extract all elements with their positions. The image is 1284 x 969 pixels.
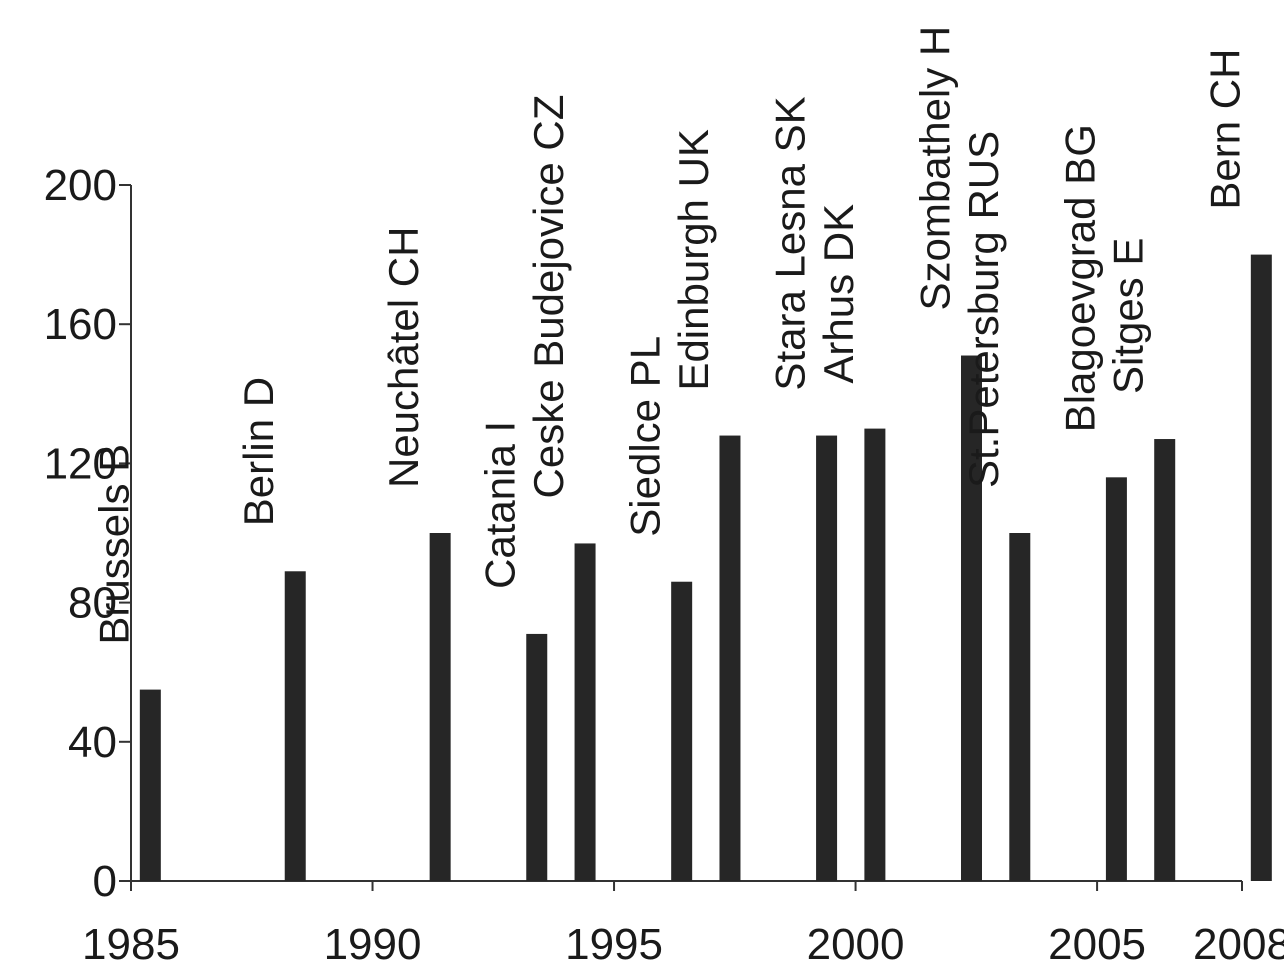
bar <box>960 355 982 881</box>
bar <box>1250 254 1272 882</box>
bar-label: Siedlce PL <box>622 336 669 537</box>
x-tick-label: 1990 <box>324 920 422 969</box>
bar-label: St.Petersburg RUS <box>960 131 1007 488</box>
y-tick-label: 40 <box>68 718 117 767</box>
bar <box>816 435 838 881</box>
x-tick-label: 2005 <box>1048 920 1146 969</box>
bar <box>429 533 451 881</box>
bar-label: Arhus DK <box>815 204 862 384</box>
bar <box>1154 439 1176 881</box>
y-axis-ticks: 0 40 80 120 160 200 <box>44 161 131 906</box>
bar-label: Ceske Budejovice CZ <box>525 95 572 499</box>
x-axis-ticks: 1985 1990 1995 2000 2005 2008 <box>82 881 1284 969</box>
y-tick-label: 200 <box>44 161 117 210</box>
bar-label: Edinburgh UK <box>670 129 717 391</box>
bar-label: Stara Lesna SK <box>767 96 814 390</box>
x-tick-label: 1995 <box>565 920 663 969</box>
bar <box>526 633 548 881</box>
y-tick-label: 80 <box>68 579 117 628</box>
bar-label: Bern CH <box>1201 49 1248 210</box>
x-tick-label: 2008 <box>1193 920 1284 969</box>
bar <box>671 581 693 881</box>
bar-label: Neuchâtel CH <box>380 227 427 488</box>
bar <box>1009 533 1031 881</box>
y-tick-label: 120 <box>44 439 117 488</box>
bar <box>574 543 596 881</box>
bar-labels-group: Brussels B Berlin D Neuchâtel CH Catania IC… <box>90 26 1248 645</box>
y-tick-label: 0 <box>93 857 117 906</box>
bar-label: Brussels B <box>90 444 137 645</box>
bar <box>719 435 741 881</box>
bar-label: Blagoevgrad BG <box>1056 124 1103 432</box>
bar-label: Berlin D <box>235 377 282 526</box>
bar-label: Catania I <box>477 421 524 589</box>
bar <box>864 428 886 881</box>
x-tick-label: 2000 <box>807 920 905 969</box>
y-tick-label: 160 <box>44 300 117 349</box>
bar-label: Sitges E <box>1105 238 1152 394</box>
bars-group <box>139 254 1272 882</box>
bar-label: Szombathely H <box>911 26 958 311</box>
x-tick-label: 1985 <box>82 920 180 969</box>
bar <box>284 571 306 881</box>
bar <box>139 689 161 881</box>
bar <box>1105 477 1127 881</box>
